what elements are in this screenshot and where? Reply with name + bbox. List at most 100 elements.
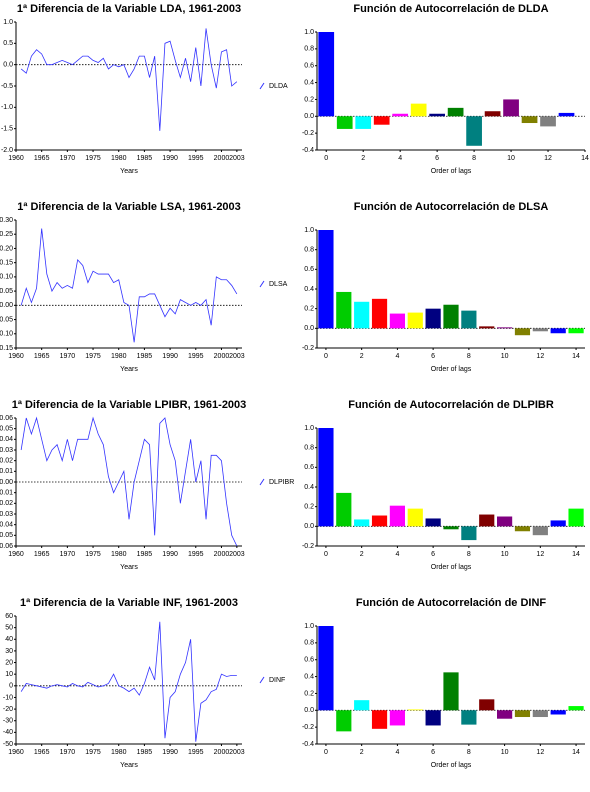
bar xyxy=(425,518,441,527)
y-tick-label: 0.0 xyxy=(304,325,314,332)
y-tick-label: 0.10 xyxy=(0,274,13,281)
bar xyxy=(550,328,566,334)
bar xyxy=(371,298,388,329)
x-tick-label: 1970 xyxy=(60,353,76,360)
bar xyxy=(568,328,584,334)
legend-label: DINF xyxy=(269,677,285,684)
x-tick-label: 10 xyxy=(501,551,509,558)
x-tick-label: 1990 xyxy=(162,155,178,162)
x-axis-label: Years xyxy=(120,762,138,769)
bar xyxy=(443,304,459,329)
x-tick-label: 2 xyxy=(360,749,364,756)
bar xyxy=(336,710,352,732)
y-tick-label: -0.05 xyxy=(0,532,13,539)
y-tick-label: -1.0 xyxy=(1,104,13,111)
x-tick-label: 14 xyxy=(572,353,580,360)
x-tick-label: 1985 xyxy=(137,749,153,756)
y-tick-label: 0.0 xyxy=(304,523,314,530)
y-tick-label: -0.4 xyxy=(302,147,314,154)
y-tick-label: 0.00 xyxy=(0,479,13,486)
x-tick-label: 0 xyxy=(324,155,328,162)
chart-title: 1ª Diferencia de la Variable LPIBR, 1961… xyxy=(12,399,247,411)
y-tick-label: 0.8 xyxy=(304,247,314,254)
legend-label: DLPIBR xyxy=(269,479,294,486)
y-tick-label: 0.02 xyxy=(0,458,13,465)
bar xyxy=(514,710,531,718)
x-tick-label: 1980 xyxy=(111,551,127,558)
x-tick-label: 12 xyxy=(544,155,552,162)
y-tick-label: -40 xyxy=(3,729,13,736)
x-tick-label: 1975 xyxy=(85,353,101,360)
y-tick-label: -0.5 xyxy=(1,83,13,90)
x-tick-label: 1960 xyxy=(8,353,24,360)
bar xyxy=(318,626,334,711)
y-tick-label: 0.04 xyxy=(0,436,13,443)
x-tick-label: 1980 xyxy=(111,353,127,360)
legend-swatch xyxy=(259,676,265,684)
x-tick-label: 14 xyxy=(572,749,580,756)
y-tick-label: -0.2 xyxy=(302,724,314,731)
x-tick-label: 8 xyxy=(467,749,471,756)
bar xyxy=(532,526,548,536)
x-tick-label: 2003 xyxy=(229,749,245,756)
x-tick-label: 1975 xyxy=(85,749,101,756)
x-tick-label: 4 xyxy=(395,353,399,360)
x-tick-label: 1965 xyxy=(34,749,50,756)
y-tick-label: -0.04 xyxy=(0,522,13,529)
bar xyxy=(532,710,548,718)
x-tick-label: 14 xyxy=(581,155,589,162)
x-tick-label: 1985 xyxy=(137,155,153,162)
bar xyxy=(550,520,566,527)
bar xyxy=(336,492,352,527)
bar xyxy=(443,526,459,530)
x-tick-label: 8 xyxy=(467,551,471,558)
y-tick-label: 0.5 xyxy=(3,40,13,47)
x-tick-label: 1980 xyxy=(111,155,127,162)
legend-swatch xyxy=(259,82,265,90)
x-tick-label: 1975 xyxy=(85,551,101,558)
x-tick-label: 2000 xyxy=(214,155,230,162)
x-tick-label: 1965 xyxy=(34,353,50,360)
x-tick-label: 2 xyxy=(360,353,364,360)
y-tick-label: -10 xyxy=(3,694,13,701)
x-tick-label: 4 xyxy=(395,551,399,558)
x-tick-label: 1995 xyxy=(188,353,204,360)
bar xyxy=(355,116,372,129)
x-tick-label: 2000 xyxy=(214,749,230,756)
bar xyxy=(425,308,441,329)
y-tick-label: 1.0 xyxy=(304,425,314,432)
x-axis-label: Years xyxy=(120,168,138,175)
x-tick-label: 1995 xyxy=(188,551,204,558)
y-tick-label: 0.2 xyxy=(304,690,314,697)
x-tick-label: 8 xyxy=(467,353,471,360)
y-tick-label: 0.8 xyxy=(304,46,314,53)
x-tick-label: 4 xyxy=(395,749,399,756)
bar xyxy=(497,516,513,527)
y-tick-label: -0.02 xyxy=(0,500,13,507)
series-line xyxy=(20,416,238,547)
y-tick-label: 1.0 xyxy=(304,227,314,234)
y-tick-label: 20 xyxy=(5,659,13,666)
y-tick-label: 0.05 xyxy=(0,426,13,433)
bar xyxy=(461,310,477,329)
x-tick-label: 1985 xyxy=(137,551,153,558)
x-tick-label: 2003 xyxy=(229,551,245,558)
bar xyxy=(568,508,584,527)
y-tick-label: 0.30 xyxy=(0,217,13,224)
bar xyxy=(461,526,477,541)
y-tick-label: 0.01 xyxy=(0,468,13,475)
bar xyxy=(514,328,531,336)
chart-title: Función de Autocorrelación de DLPIBR xyxy=(348,399,554,411)
bar xyxy=(318,428,334,527)
y-tick-label: -0.2 xyxy=(302,543,314,550)
bar xyxy=(354,301,370,329)
y-tick-label: 0.4 xyxy=(304,673,314,680)
x-tick-label: 6 xyxy=(431,749,435,756)
bar xyxy=(532,328,548,332)
x-tick-label: 1960 xyxy=(8,749,24,756)
x-tick-label: 10 xyxy=(501,749,509,756)
y-tick-label: 0.03 xyxy=(0,447,13,454)
y-tick-label: -0.4 xyxy=(302,741,314,748)
y-tick-label: -0.2 xyxy=(302,345,314,352)
